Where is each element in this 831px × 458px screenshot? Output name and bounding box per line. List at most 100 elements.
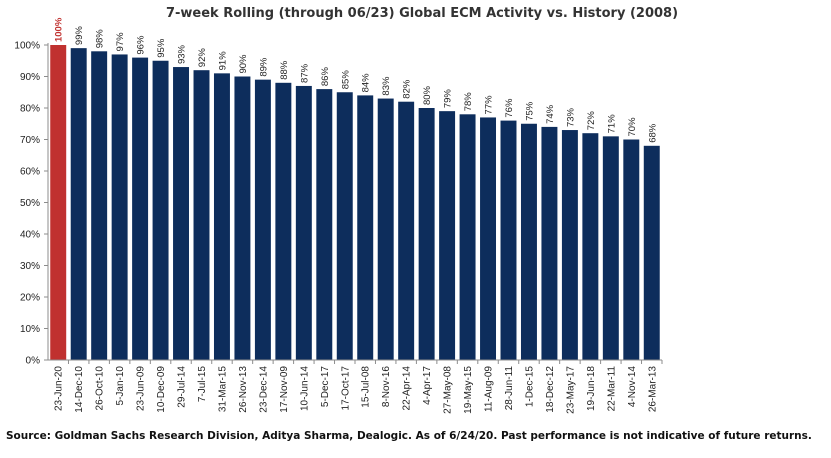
data-label: 80% bbox=[422, 85, 433, 105]
x-tick-label: 29-Jul-14 bbox=[177, 366, 188, 408]
x-tick-label: 10-Dec-09 bbox=[156, 366, 167, 413]
y-axis: 0% 10% 20% 30% 40% 50% 60% 70% 80% 90% 100% bbox=[14, 41, 49, 367]
x-tick-label: 17-Oct-17 bbox=[340, 366, 351, 411]
y-tick-label: 0% bbox=[26, 356, 41, 367]
bar bbox=[439, 111, 456, 361]
bar bbox=[602, 136, 619, 360]
bar bbox=[643, 145, 660, 360]
bar bbox=[193, 70, 210, 360]
data-label: 83% bbox=[381, 76, 392, 96]
x-tick-label: 17-Nov-09 bbox=[279, 366, 290, 413]
data-label: 95% bbox=[156, 38, 167, 58]
data-label: 71% bbox=[606, 114, 617, 134]
data-label: 82% bbox=[402, 79, 413, 99]
x-tick-label: 27-May-08 bbox=[443, 366, 454, 414]
x-tick-label: 31-Mar-15 bbox=[217, 366, 228, 413]
data-label: 96% bbox=[136, 35, 147, 55]
y-tick-label: 60% bbox=[20, 167, 40, 178]
x-tick-label: 28-Jun-11 bbox=[504, 366, 515, 411]
bar bbox=[561, 130, 578, 360]
x-axis: 23-Jun-20 14-Dec-10 26-Oct-10 5-Jan-10 23-Ju… bbox=[48, 359, 663, 414]
data-label: 91% bbox=[217, 51, 228, 71]
data-label: 68% bbox=[647, 123, 658, 143]
x-tick-label: 8-Nov-16 bbox=[381, 366, 392, 408]
bar bbox=[91, 51, 108, 361]
data-label: 77% bbox=[484, 95, 495, 115]
data-label: 79% bbox=[443, 89, 454, 109]
data-label: 88% bbox=[279, 60, 290, 80]
data-label: 99% bbox=[74, 26, 85, 46]
bar bbox=[582, 133, 599, 360]
x-tick-label: 4-Apr-17 bbox=[422, 366, 433, 405]
x-tick-label: 11-Aug-09 bbox=[484, 366, 495, 412]
x-tick-label: 7-Jul-15 bbox=[197, 366, 208, 403]
y-tick-label: 20% bbox=[20, 293, 40, 304]
x-tick-label: 4-Nov-14 bbox=[627, 366, 638, 408]
bar bbox=[316, 89, 333, 360]
bar bbox=[111, 54, 128, 360]
x-tick-label: 5-Dec-17 bbox=[320, 366, 331, 408]
x-tick-label: 5-Jan-10 bbox=[115, 366, 126, 406]
data-label: 90% bbox=[238, 54, 249, 74]
bars: 100% 99% 98% 97% 96% 95% 93% 92% 91% 90% 89% 88% 87%… bbox=[50, 17, 660, 361]
y-tick-label: 40% bbox=[20, 230, 40, 241]
bar bbox=[173, 67, 190, 361]
data-label: 98% bbox=[95, 29, 106, 49]
x-tick-label: 26-Nov-13 bbox=[238, 366, 249, 413]
data-label: 84% bbox=[361, 73, 372, 93]
bar bbox=[357, 95, 374, 361]
bar bbox=[132, 57, 149, 360]
bar bbox=[152, 60, 169, 360]
bar bbox=[377, 98, 394, 361]
bar bbox=[213, 73, 230, 360]
x-tick-label: 22-Mar-11 bbox=[606, 366, 617, 412]
x-tick-label: 23-Dec-14 bbox=[258, 366, 269, 413]
x-tick-label: 14-Dec-10 bbox=[74, 366, 85, 413]
bar bbox=[275, 82, 292, 361]
bar bbox=[254, 79, 271, 361]
bar bbox=[418, 108, 435, 360]
data-label: 73% bbox=[565, 107, 576, 127]
bar bbox=[70, 48, 87, 361]
y-tick-label: 100% bbox=[14, 41, 40, 52]
data-label: 78% bbox=[463, 92, 474, 112]
y-tick-label: 90% bbox=[20, 72, 40, 83]
source-note: Source: Goldman Sachs Research Division,… bbox=[6, 430, 812, 442]
bar bbox=[541, 126, 558, 361]
y-tick-label: 10% bbox=[20, 324, 40, 335]
bar bbox=[336, 92, 353, 360]
data-label: 97% bbox=[115, 32, 126, 52]
data-label: 72% bbox=[586, 111, 597, 131]
data-label: 85% bbox=[340, 70, 351, 90]
y-tick-label: 30% bbox=[20, 261, 40, 272]
data-label: 92% bbox=[197, 48, 208, 68]
bar bbox=[234, 76, 251, 360]
x-tick-label: 19-May-15 bbox=[463, 366, 474, 414]
bar bbox=[480, 117, 497, 360]
x-tick-label: 15-Jul-08 bbox=[361, 366, 372, 408]
x-tick-label: 22-Apr-14 bbox=[402, 366, 413, 411]
x-tick-label: 26-Oct-10 bbox=[95, 366, 106, 411]
data-label: 86% bbox=[320, 67, 331, 87]
data-label: 100% bbox=[54, 17, 65, 42]
bar bbox=[459, 114, 476, 360]
data-label: 87% bbox=[299, 63, 310, 83]
data-label: 76% bbox=[504, 98, 515, 118]
x-tick-label: 10-Jun-14 bbox=[299, 366, 310, 411]
bar bbox=[500, 120, 517, 360]
data-label: 74% bbox=[545, 104, 556, 124]
data-label: 93% bbox=[177, 44, 188, 64]
bar bbox=[520, 123, 537, 360]
bar bbox=[295, 85, 312, 360]
x-tick-label: 19-Jun-18 bbox=[586, 366, 597, 411]
ecm-activity-chart: 7-week Rolling (through 06/23) Global EC… bbox=[14, 6, 678, 414]
x-tick-label: 23-Jun-20 bbox=[54, 366, 65, 411]
x-tick-label: 23-May-17 bbox=[565, 366, 576, 414]
data-label: 89% bbox=[258, 57, 269, 77]
y-tick-label: 80% bbox=[20, 104, 40, 115]
bar bbox=[50, 45, 67, 360]
bar bbox=[398, 101, 415, 360]
y-tick-label: 70% bbox=[20, 135, 40, 146]
x-tick-label: 23-Jun-09 bbox=[136, 366, 147, 411]
x-tick-label: 18-Dec-12 bbox=[545, 366, 556, 413]
